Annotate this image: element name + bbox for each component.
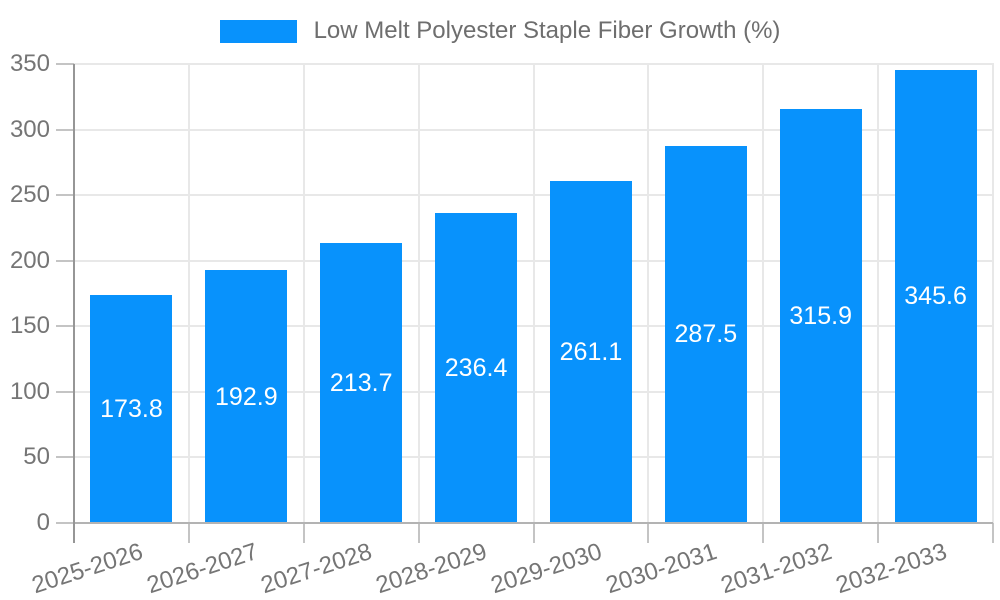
- bar-value-label: 261.1: [559, 337, 623, 366]
- y-axis-tick-label: 300: [9, 115, 50, 143]
- x-axis-tick-label: 2032-2033: [832, 538, 950, 600]
- y-axis-tick-mark: [56, 456, 74, 459]
- gridline-vertical: [532, 64, 535, 523]
- y-axis-tick-mark: [56, 390, 74, 393]
- x-axis-tick-mark: [417, 523, 420, 543]
- y-axis-tick-mark: [56, 522, 74, 524]
- x-axis-line: [74, 522, 993, 524]
- bar-value-label: 345.6: [904, 282, 967, 311]
- bar-value-label: 315.9: [789, 301, 852, 330]
- x-axis-tick-mark: [647, 523, 650, 543]
- y-axis-tick-mark: [56, 325, 74, 328]
- y-axis-tick-label: 350: [9, 50, 50, 77]
- gridline-vertical: [187, 64, 190, 523]
- x-axis-tick-label: 2026-2027: [143, 538, 261, 600]
- x-axis-tick-label: 2025-2026: [28, 538, 146, 600]
- x-axis-tick-mark: [992, 523, 994, 543]
- bar: [90, 295, 173, 523]
- gridline-vertical: [417, 64, 420, 523]
- legend[interactable]: Low Melt Polyester Staple Fiber Growth (…: [0, 17, 1000, 45]
- bar: [664, 145, 747, 523]
- bar-value-label: 287.5: [674, 320, 738, 349]
- y-axis-line: [73, 64, 75, 543]
- x-axis-tick-label: 2029-2030: [487, 538, 606, 600]
- x-axis-tick-label: 2028-2029: [372, 538, 491, 600]
- plot-right-border: [992, 63, 994, 523]
- x-axis-tick-mark: [877, 523, 880, 543]
- bar: [320, 242, 403, 523]
- legend-label[interactable]: Low Melt Polyester Staple Fiber Growth (…: [313, 17, 781, 44]
- bar-value-label: 213.7: [329, 368, 393, 397]
- y-axis-tick-mark: [56, 128, 74, 131]
- x-axis-tick-mark: [187, 523, 190, 543]
- bar: [205, 270, 288, 523]
- bar: [435, 212, 518, 523]
- gridline-vertical: [877, 64, 880, 523]
- y-axis-tick-label: 200: [9, 246, 50, 274]
- y-axis-tick-label: 100: [9, 377, 50, 405]
- bar-value-label: 192.9: [215, 382, 278, 411]
- x-axis-tick-mark: [762, 523, 765, 543]
- x-axis-tick-mark: [302, 523, 305, 543]
- y-axis-tick-label: 0: [36, 509, 50, 536]
- y-axis-tick-mark: [56, 63, 74, 65]
- bar-value-label: 173.8: [100, 395, 163, 424]
- y-axis-tick-label: 150: [9, 312, 50, 340]
- bar: [894, 69, 977, 523]
- y-axis-tick-label: 50: [23, 443, 50, 471]
- gridline-vertical: [762, 64, 765, 523]
- bar-value-label: 236.4: [444, 353, 508, 382]
- gridline-vertical: [302, 64, 305, 523]
- x-axis-tick-label: 2031-2032: [717, 538, 836, 600]
- x-axis-tick-label: 2030-2031: [602, 538, 721, 600]
- x-axis-tick-label: 2027-2028: [258, 538, 376, 600]
- gridline-vertical: [647, 64, 650, 523]
- bar: [549, 180, 632, 523]
- y-axis-tick-label: 250: [9, 181, 50, 209]
- x-axis-tick-mark: [532, 523, 535, 543]
- bar: [779, 108, 862, 523]
- legend-swatch[interactable]: [219, 19, 297, 43]
- y-axis-tick-mark: [56, 259, 74, 262]
- y-axis-tick-mark: [56, 194, 74, 197]
